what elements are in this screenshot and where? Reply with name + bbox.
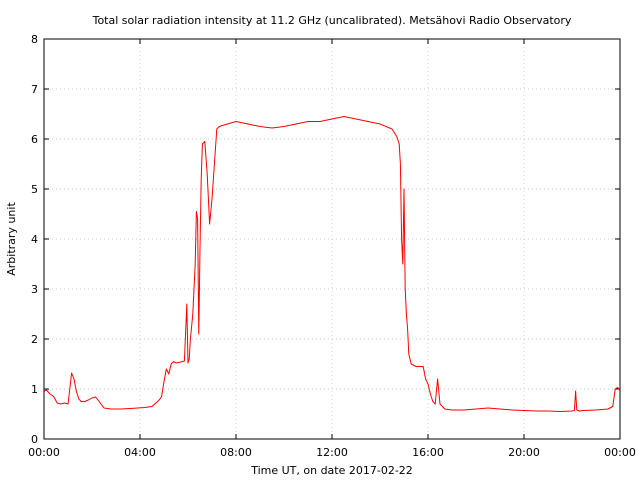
y-tick-label: 8 bbox=[31, 33, 38, 46]
y-tick-label: 0 bbox=[31, 433, 38, 446]
x-tick-label: 20:00 bbox=[508, 446, 540, 459]
x-axis-label: Time UT, on date 2017-02-22 bbox=[250, 464, 413, 477]
tick-layer: 0 1 2 3 4 5 6 7 8 00:00 04:00 08:00 12:00 16:00 20:00 0… bbox=[28, 33, 636, 459]
series-layer bbox=[43, 116, 621, 412]
y-tick-label: 7 bbox=[31, 83, 38, 96]
chart-title: Total solar radiation intensity at 11.2 … bbox=[92, 14, 572, 27]
x-tick-label: 12:00 bbox=[316, 446, 348, 459]
grid-layer bbox=[44, 39, 620, 439]
x-tick-label: 08:00 bbox=[220, 446, 252, 459]
y-tick-label: 2 bbox=[31, 333, 38, 346]
y-tick-label: 5 bbox=[31, 183, 38, 196]
series-line bbox=[43, 116, 621, 412]
y-tick-label: 3 bbox=[31, 283, 38, 296]
y-tick-label: 4 bbox=[31, 233, 38, 246]
x-tick-label: 00:00 bbox=[28, 446, 60, 459]
plot-frame bbox=[43, 38, 621, 440]
x-tick-label: 04:00 bbox=[124, 446, 156, 459]
y-tick-label: 1 bbox=[31, 383, 38, 396]
y-axis-label: Arbitrary unit bbox=[5, 202, 18, 276]
x-tick-label: 16:00 bbox=[412, 446, 444, 459]
y-tick-label: 6 bbox=[31, 133, 38, 146]
x-tick-label: 00:00 bbox=[604, 446, 636, 459]
